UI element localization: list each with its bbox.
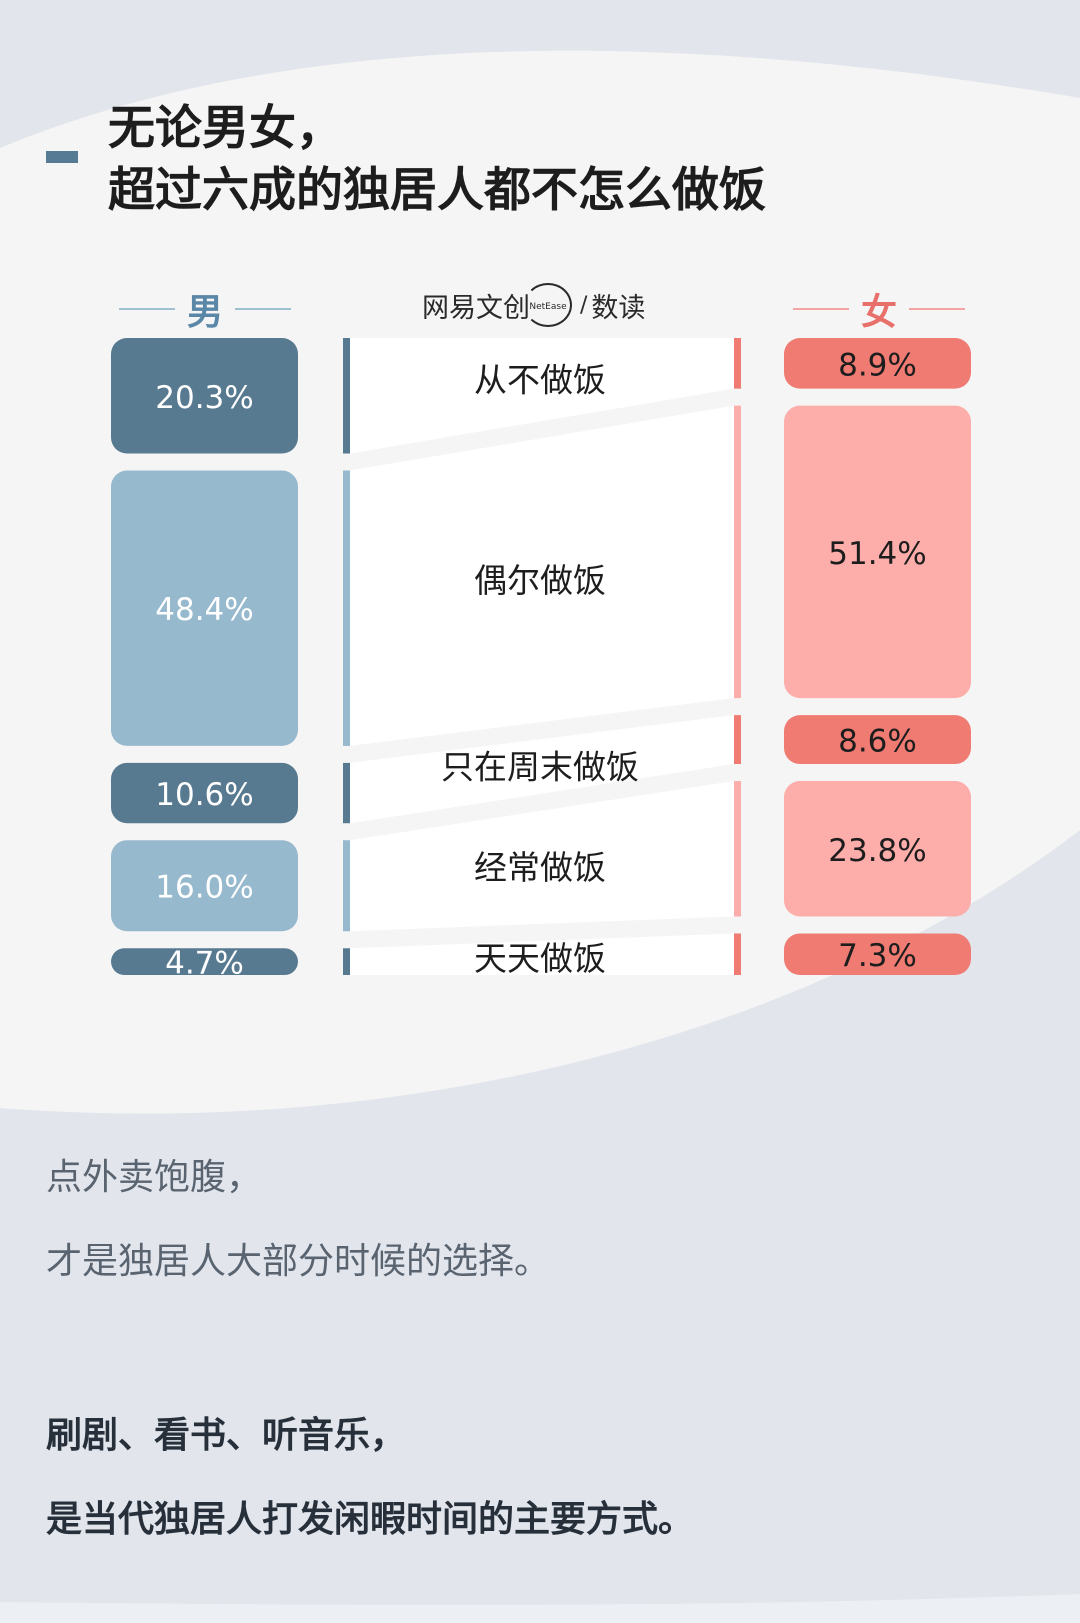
male-value-label: 20.3%	[155, 380, 253, 416]
category-label: 从不做饭	[474, 361, 606, 400]
flow-band	[350, 933, 734, 975]
title-line-1: 无论男女，	[108, 101, 343, 156]
male-bar	[111, 470, 298, 746]
female-bar	[784, 781, 971, 917]
male-flow-strip	[343, 840, 350, 932]
bottom-curve	[0, 1594, 1080, 1623]
male-value-label: 48.4%	[155, 592, 253, 628]
category-label: 天天做饭	[474, 939, 606, 978]
logo-separator: /	[580, 292, 588, 318]
female-bar	[784, 715, 971, 765]
female-legend-label: 女	[784, 283, 974, 335]
flow-band	[350, 781, 734, 932]
male-label-text: 男	[186, 292, 223, 333]
male-flow-strip	[343, 762, 350, 824]
male-flow-strip	[343, 470, 350, 746]
female-flow-strip	[734, 781, 741, 917]
logo-brand: 网易文创	[422, 292, 530, 324]
male-value-label: 4.7%	[165, 946, 244, 982]
body-text-2: 才是独居人大部分时候的选择。	[46, 1241, 551, 1282]
female-bar	[784, 338, 971, 389]
title-line-2: 超过六成的独居人都不怎么做饭	[108, 163, 766, 218]
female-value-label: 7.3%	[838, 938, 917, 974]
male-bar	[111, 338, 298, 454]
male-flow-strip	[343, 338, 350, 454]
male-bar	[111, 948, 298, 975]
category-label: 偶尔做饭	[474, 561, 606, 600]
female-value-label: 8.9%	[838, 347, 917, 383]
female-label-rule-right	[909, 308, 965, 310]
flow-band	[350, 338, 734, 454]
male-legend-label: 男	[110, 283, 300, 335]
female-flow-strip	[734, 338, 741, 389]
male-bar	[111, 840, 298, 932]
female-bar	[784, 933, 971, 975]
chart-title: 无论男女， 超过六成的独居人都不怎么做饭	[108, 98, 766, 222]
female-flow-strip	[734, 715, 741, 765]
female-value-label: 23.8%	[828, 833, 926, 869]
female-bar	[784, 405, 971, 699]
netease-logo: 网易文创 NetEase / 数读	[422, 282, 645, 328]
male-value-label: 16.0%	[155, 870, 253, 906]
title-accent-dash	[46, 151, 78, 163]
female-flow-strip	[734, 405, 741, 699]
body-text-3: 刷剧、看书、听音乐，	[46, 1415, 407, 1456]
female-value-label: 51.4%	[828, 536, 926, 572]
body-text-4: 是当代独居人打发闲暇时间的主要方式。	[46, 1499, 695, 1540]
logo-product: 数读	[591, 292, 646, 324]
category-label: 只在周末做饭	[441, 747, 639, 786]
male-label-rule-right	[235, 308, 291, 310]
male-bar	[111, 762, 298, 824]
body-text-1: 点外卖饱腹，	[46, 1157, 263, 1198]
male-value-label: 10.6%	[155, 777, 253, 813]
logo-badge: NetEase	[524, 283, 572, 327]
female-value-label: 8.6%	[838, 724, 917, 760]
flow-band	[350, 405, 734, 746]
female-flow-strip	[734, 933, 741, 975]
flow-band	[350, 715, 734, 824]
male-flow-strip	[343, 948, 350, 975]
female-label-text: 女	[860, 292, 897, 333]
male-label-rule-left	[119, 308, 175, 310]
female-label-rule-left	[793, 308, 849, 310]
category-label: 经常做饭	[474, 848, 606, 887]
